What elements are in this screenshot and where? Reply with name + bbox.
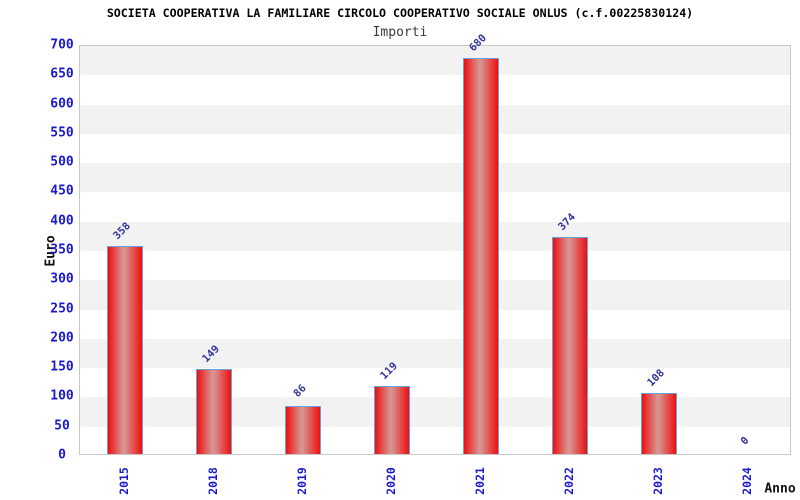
- x-tick-label: 2024: [739, 467, 754, 495]
- y-tick-label: 50: [54, 418, 70, 434]
- y-tick-label: 150: [50, 359, 74, 375]
- grid-band: [80, 104, 790, 134]
- y-tick-label: 600: [50, 96, 74, 112]
- bar: [373, 386, 410, 454]
- chart-title: SOCIETA COOPERATIVA LA FAMILIARE CIRCOLO…: [106, 6, 694, 20]
- bar: [284, 405, 321, 454]
- x-tick-label: 2018: [205, 467, 220, 495]
- bar: [195, 368, 232, 454]
- bar: [462, 57, 499, 454]
- y-tick-label: 400: [50, 213, 74, 229]
- y-tick-label: 100: [50, 388, 74, 404]
- x-tick-label: 2019: [294, 467, 309, 495]
- y-tick-label: 500: [50, 154, 74, 170]
- y-tick-label: 200: [50, 330, 74, 346]
- y-tick-label: 550: [50, 125, 74, 141]
- y-tick-label: 450: [50, 183, 74, 199]
- y-tick-label: 700: [50, 37, 74, 53]
- chart-subtitle: Importi: [372, 25, 428, 40]
- x-tick-label: 2020: [383, 467, 398, 495]
- y-tick-label: 250: [50, 301, 74, 317]
- y-tick-label: 650: [50, 66, 74, 82]
- bar: [551, 236, 588, 454]
- grid-band: [80, 338, 790, 369]
- bar: [640, 392, 677, 454]
- y-tick-label: 0: [58, 447, 66, 463]
- grid-band: [80, 397, 790, 427]
- x-axis-title: Anno: [764, 481, 796, 497]
- grid-band: [80, 163, 790, 193]
- grid-band: [80, 280, 790, 310]
- x-tick-label: 2022: [561, 467, 576, 495]
- x-tick-label: 2023: [650, 467, 665, 495]
- plot-area: [79, 45, 791, 455]
- x-tick-label: 2015: [116, 467, 131, 495]
- grid-band: [80, 46, 790, 76]
- bar: [106, 246, 143, 454]
- grid-band: [80, 221, 790, 251]
- y-tick-label: 300: [50, 271, 74, 287]
- y-tick-label: 350: [50, 242, 74, 258]
- x-tick-label: 2021: [472, 467, 487, 495]
